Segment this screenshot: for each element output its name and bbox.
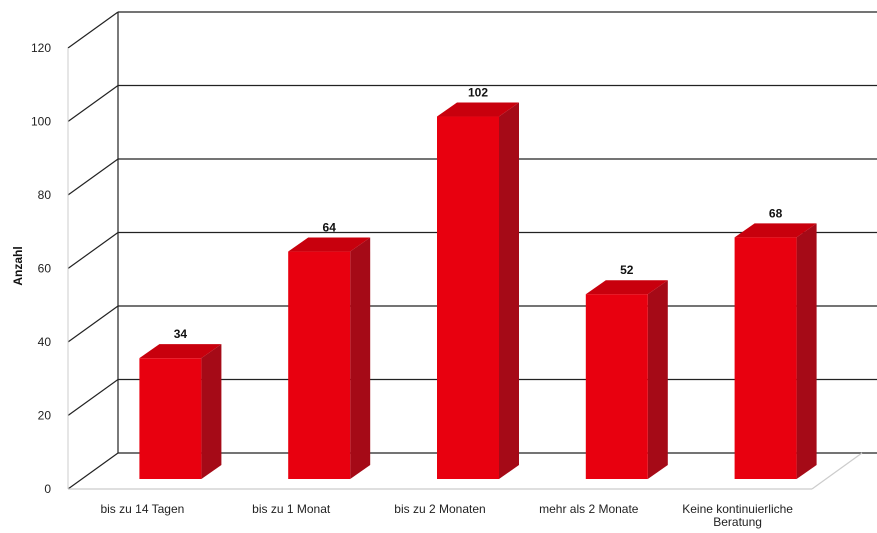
bar-front <box>734 237 797 479</box>
side-gridline <box>67 11 119 49</box>
bar-front <box>585 294 648 479</box>
y-tick-label: 60 <box>38 262 52 276</box>
side-gridline <box>67 379 119 416</box>
bar <box>139 344 222 479</box>
side-gridline <box>67 305 119 343</box>
x-tick-label: Keine kontinuierliche Beratung <box>682 502 793 529</box>
y-tick-label: 20 <box>38 409 52 423</box>
labels: 0 20 40 60 80 100 120 34 bis zu 14 Tagen 64 bis zu… <box>31 41 793 529</box>
bar-top <box>139 344 222 359</box>
data-label: 102 <box>468 86 488 100</box>
bars <box>139 102 817 479</box>
bar-front <box>288 251 351 479</box>
side-gridline <box>67 232 119 269</box>
data-label: 52 <box>620 263 634 277</box>
bar-front <box>139 358 202 479</box>
bar-side <box>350 237 371 479</box>
data-label: 34 <box>174 327 188 341</box>
data-label: 64 <box>323 221 337 235</box>
data-label: 68 <box>769 206 783 220</box>
bar-top <box>437 102 519 117</box>
bar-side <box>201 344 222 479</box>
y-tick-label: 40 <box>38 335 52 349</box>
y-tick-label: 80 <box>38 188 52 202</box>
bar <box>288 237 371 479</box>
bar-front <box>437 116 499 479</box>
bar-top <box>734 223 817 238</box>
floor-side-edge <box>811 452 863 490</box>
x-tick-label: bis zu 1 Monat <box>252 502 331 516</box>
bar <box>734 223 817 479</box>
bar <box>437 102 519 479</box>
y-axis-label: Anzahl <box>11 246 25 285</box>
x-tick-label: bis zu 14 Tagen <box>100 502 184 516</box>
bar-top <box>288 237 371 252</box>
x-tick-label: mehr als 2 Monate <box>539 502 639 516</box>
bar-side <box>499 102 519 479</box>
bar-side <box>647 280 668 479</box>
bar-side <box>796 223 817 479</box>
side-gridline <box>67 85 119 122</box>
x-tick-label: bis zu 2 Monaten <box>394 502 485 516</box>
bar-top <box>585 280 668 295</box>
bar <box>585 280 668 479</box>
side-gridline <box>67 158 119 196</box>
y-tick-label: 0 <box>44 482 51 496</box>
y-tick-label: 120 <box>31 41 51 55</box>
y-tick-label: 100 <box>31 115 51 129</box>
side-gridline <box>67 452 119 490</box>
